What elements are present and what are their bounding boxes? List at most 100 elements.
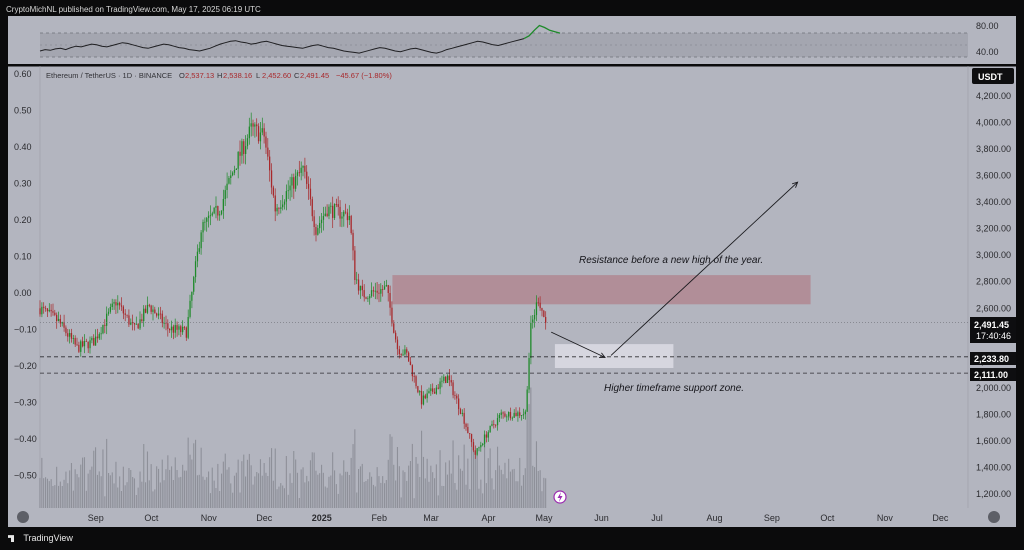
candle-body [472, 442, 475, 451]
volume-bar [395, 480, 397, 508]
volume-bar [224, 453, 226, 508]
candle-body [317, 228, 319, 235]
candle-body [539, 302, 541, 309]
candle-body [161, 313, 163, 324]
candle-body [274, 195, 276, 212]
volume-bar [83, 457, 86, 508]
candle-body [482, 443, 484, 445]
volume-bar [56, 466, 58, 508]
price-tick-label: 1,400.00 [976, 463, 1011, 473]
month-label: Nov [201, 513, 218, 523]
left-axis: 0.60 0.50 0.40 0.30 0.20 0.10 0.00 −0.10 −0.20 −0… [14, 69, 37, 481]
candle-body [454, 395, 456, 396]
volume-bar [233, 475, 236, 508]
candle-body [445, 376, 447, 383]
candle-body [269, 156, 271, 171]
candle-body [102, 324, 104, 334]
volume-bar [421, 430, 423, 508]
candle-body [469, 433, 471, 434]
candle-body [133, 323, 136, 325]
volume-bar [204, 479, 206, 508]
volume-bar [128, 468, 130, 508]
volume-bar [345, 471, 347, 508]
candle-body [474, 450, 476, 455]
candle-body [202, 222, 204, 233]
candle-body [404, 349, 406, 355]
volume-bar [193, 443, 195, 508]
volume-bar [78, 477, 80, 508]
usdt-badge[interactable] [972, 68, 1014, 84]
usdt-badge-label: USDT [978, 72, 1003, 82]
volume-bar [422, 456, 425, 508]
volume-bar [302, 467, 304, 508]
left-tick-label: 0.10 [14, 252, 32, 262]
candle-body [535, 302, 538, 316]
volume-bar [441, 485, 443, 508]
volume-bar [163, 480, 165, 508]
volume-bar [272, 480, 274, 508]
volume-bar [96, 474, 99, 508]
candle-body [265, 136, 267, 148]
volume-bar [445, 462, 447, 508]
volume-bar [115, 461, 117, 508]
candle-body [226, 183, 228, 190]
volume-bar [487, 458, 489, 508]
candle-body [180, 326, 182, 333]
volume-layer [39, 387, 547, 508]
volume-bar [515, 481, 517, 508]
volume-bar [215, 488, 217, 508]
volume-bar [508, 458, 510, 508]
candle-body [72, 338, 74, 339]
volume-bar [437, 495, 439, 508]
candle-body [246, 138, 249, 147]
candle-body [541, 308, 543, 311]
candle-body [420, 391, 423, 405]
volume-bar [382, 476, 384, 508]
volume-bar [280, 483, 282, 508]
volume-bar [454, 483, 456, 508]
volume-bar [180, 476, 182, 508]
left-tick-label: −0.10 [14, 325, 37, 335]
left-tick-label: 0.00 [14, 288, 32, 298]
candle-body [107, 311, 110, 314]
candle-body [178, 326, 180, 330]
right-scale-settings-icon[interactable] [988, 511, 1000, 523]
volume-bar [545, 478, 547, 508]
candle-body [44, 307, 47, 309]
candle-body [144, 308, 147, 313]
volume-bar [439, 450, 441, 508]
volume-bar [230, 483, 232, 508]
volume-bar [165, 469, 167, 508]
candle-body [413, 376, 415, 377]
candle-body [520, 415, 523, 416]
candle-body [209, 215, 212, 217]
volume-bar [61, 486, 63, 508]
candle-body [257, 126, 260, 142]
ohlc-open: 2,537.13 [185, 71, 214, 80]
candle-body [46, 308, 49, 312]
volume-bar [41, 457, 43, 508]
candle-body [426, 393, 428, 399]
candle-body [491, 424, 493, 426]
month-label: Sep [88, 513, 104, 523]
volume-bar [265, 472, 267, 508]
candle-body [346, 212, 349, 221]
volume-bar [330, 475, 332, 508]
candle-body [232, 172, 234, 176]
candle-body [39, 308, 41, 315]
candle-body [452, 382, 454, 396]
candle-body [170, 326, 173, 331]
volume-bar [152, 491, 154, 508]
volume-bar [50, 479, 52, 508]
left-scale-settings-icon[interactable] [17, 511, 29, 523]
candle-body [285, 191, 287, 202]
volume-bar [489, 448, 491, 508]
volume-bar [228, 467, 230, 508]
candle-body [198, 248, 200, 252]
publish-header: CryptoMichNL published on TradingView.co… [6, 5, 261, 14]
candle-body [213, 207, 215, 214]
volume-bar [169, 469, 171, 508]
candle-body [261, 128, 263, 133]
candle-body [189, 300, 191, 317]
candle-body [467, 427, 469, 433]
